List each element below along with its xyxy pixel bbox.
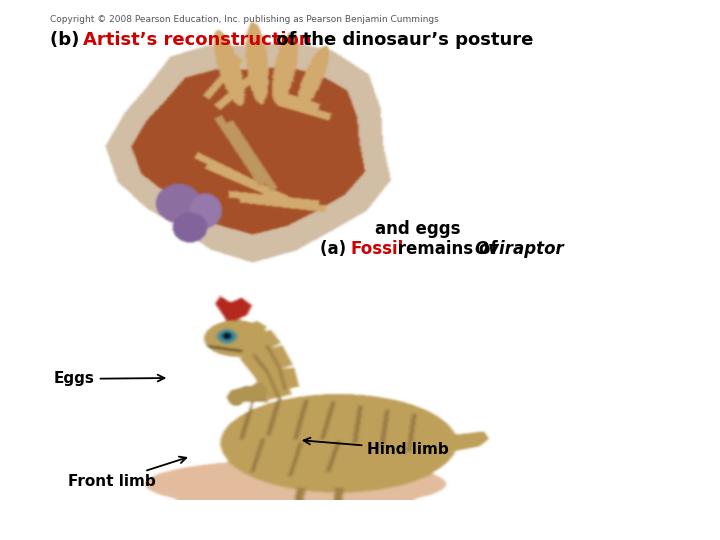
Text: Oviraptor: Oviraptor — [474, 240, 564, 258]
Text: Front limb: Front limb — [68, 457, 186, 489]
Text: and eggs: and eggs — [375, 220, 461, 238]
Text: Eggs: Eggs — [54, 372, 164, 387]
Text: (a): (a) — [320, 240, 352, 258]
Text: of the dinosaur’s posture: of the dinosaur’s posture — [271, 31, 534, 49]
Text: Hind limb: Hind limb — [304, 438, 449, 457]
Text: Artist’s reconstruction: Artist’s reconstruction — [84, 31, 312, 49]
Text: Fossil: Fossil — [351, 240, 404, 258]
Text: remains of: remains of — [392, 240, 504, 258]
Text: (b): (b) — [50, 31, 86, 49]
Text: Copyright © 2008 Pearson Education, Inc. publishing as Pearson Benjamin Cummings: Copyright © 2008 Pearson Education, Inc.… — [50, 15, 439, 24]
